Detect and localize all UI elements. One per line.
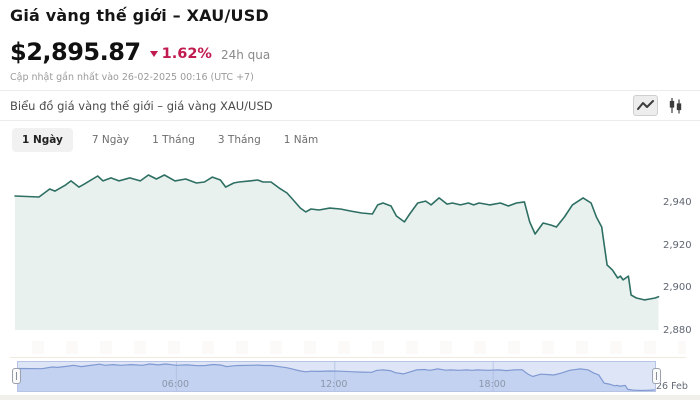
navigator-time-label: 12:00 bbox=[320, 379, 348, 390]
tab-1-year[interactable]: 1 Năm bbox=[280, 128, 323, 152]
chart-type-toggle bbox=[633, 95, 688, 116]
change-period: 24h qua bbox=[220, 47, 271, 62]
tab-1-day[interactable]: 1 Ngày bbox=[12, 128, 73, 152]
chart-card-header: Biểu đồ giá vàng thế giới – giá vàng XAU… bbox=[0, 90, 700, 121]
page-title: Giá vàng thế giới – XAU/USD bbox=[10, 6, 269, 25]
chart-title: Biểu đồ giá vàng thế giới – giá vàng XAU… bbox=[10, 98, 273, 113]
navigator-svg bbox=[18, 362, 655, 391]
arrow-down-icon bbox=[149, 51, 158, 57]
line-chart-icon bbox=[637, 100, 654, 110]
page-bottom-strip bbox=[0, 395, 700, 400]
navigator-time-label: 26 Feb bbox=[656, 381, 688, 392]
line-chart-button[interactable] bbox=[633, 95, 658, 116]
y-axis-label: 2,940 bbox=[663, 197, 692, 208]
navigator-gridlines bbox=[175, 362, 494, 391]
tab-3-months[interactable]: 3 Tháng bbox=[214, 128, 265, 152]
navigator-left-handle[interactable] bbox=[12, 368, 21, 384]
x-axis-placeholder bbox=[10, 341, 686, 354]
last-updated: Cập nhật gần nhất vào 26-02-2025 00:16 (… bbox=[10, 72, 254, 83]
price-row: $2,895.87 1.62% 24h qua bbox=[10, 38, 690, 66]
navigator-area-fill bbox=[18, 364, 655, 391]
navigator-right-handle[interactable] bbox=[652, 368, 661, 384]
y-axis-label: 2,880 bbox=[663, 324, 692, 336]
range-tabs: 1 Ngày 7 Ngày 1 Tháng 3 Tháng 1 Năm bbox=[12, 128, 322, 152]
tab-1-month[interactable]: 1 Tháng bbox=[148, 128, 199, 152]
navigator-time-label: 06:00 bbox=[161, 379, 190, 390]
navigator-time-label: 18:00 bbox=[478, 379, 506, 390]
main-chart[interactable] bbox=[10, 162, 660, 332]
divider bbox=[10, 357, 686, 358]
range-navigator[interactable] bbox=[17, 361, 656, 392]
navigator-line bbox=[18, 363, 655, 391]
price-change-percent: 1.62% bbox=[161, 46, 212, 62]
page-header: Giá vàng thế giới – XAU/USD $2,895.87 1.… bbox=[10, 6, 690, 83]
candlestick-chart-button[interactable] bbox=[663, 95, 688, 116]
price-change: 1.62% bbox=[149, 46, 212, 62]
y-axis-label: 2,900 bbox=[663, 282, 692, 293]
tab-7-days[interactable]: 7 Ngày bbox=[88, 128, 133, 152]
current-price: $2,895.87 bbox=[10, 38, 141, 66]
candlestick-icon bbox=[669, 98, 682, 114]
y-axis-label: 2,920 bbox=[663, 239, 692, 251]
